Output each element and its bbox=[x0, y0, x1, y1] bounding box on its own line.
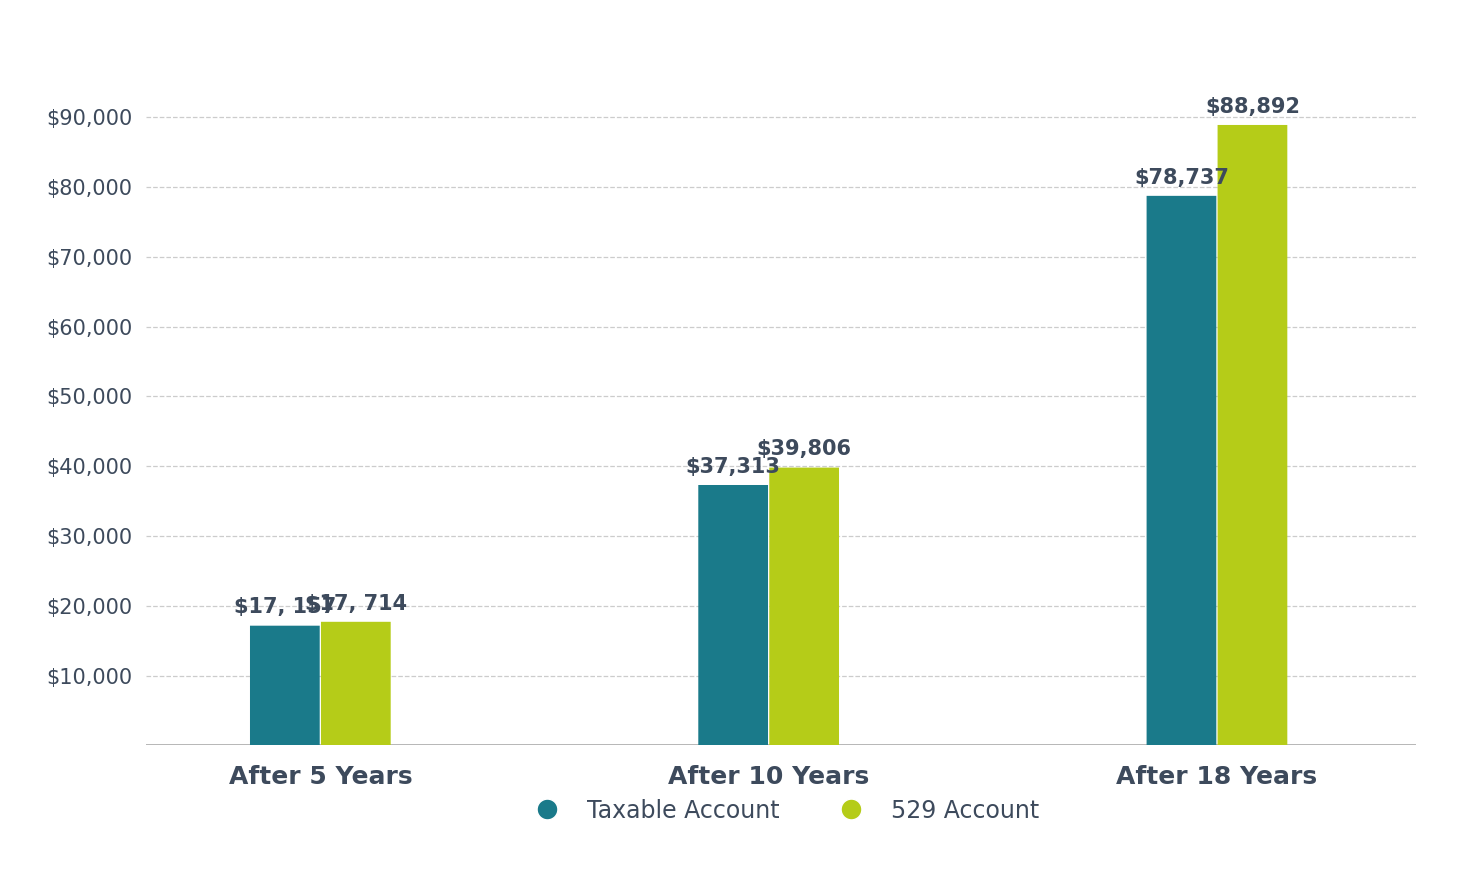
Text: $88,892: $88,892 bbox=[1204, 96, 1299, 117]
Text: $17, 714: $17, 714 bbox=[305, 594, 407, 614]
FancyBboxPatch shape bbox=[1146, 196, 1216, 745]
Bar bbox=[1146, 196, 1216, 745]
Bar bbox=[321, 622, 391, 745]
Text: $37,313: $37,313 bbox=[686, 457, 781, 477]
FancyBboxPatch shape bbox=[1218, 125, 1288, 745]
FancyBboxPatch shape bbox=[250, 625, 320, 745]
Text: $78,737: $78,737 bbox=[1134, 168, 1229, 188]
FancyBboxPatch shape bbox=[769, 467, 840, 745]
Bar bbox=[698, 485, 768, 745]
Legend: Taxable Account, 529 Account: Taxable Account, 529 Account bbox=[523, 799, 1040, 823]
FancyBboxPatch shape bbox=[698, 485, 768, 745]
Text: $39,806: $39,806 bbox=[756, 439, 851, 460]
Text: $17, 157: $17, 157 bbox=[234, 597, 336, 617]
Bar bbox=[1218, 125, 1288, 745]
Bar bbox=[250, 625, 320, 745]
Bar bbox=[769, 467, 840, 745]
FancyBboxPatch shape bbox=[321, 622, 391, 745]
